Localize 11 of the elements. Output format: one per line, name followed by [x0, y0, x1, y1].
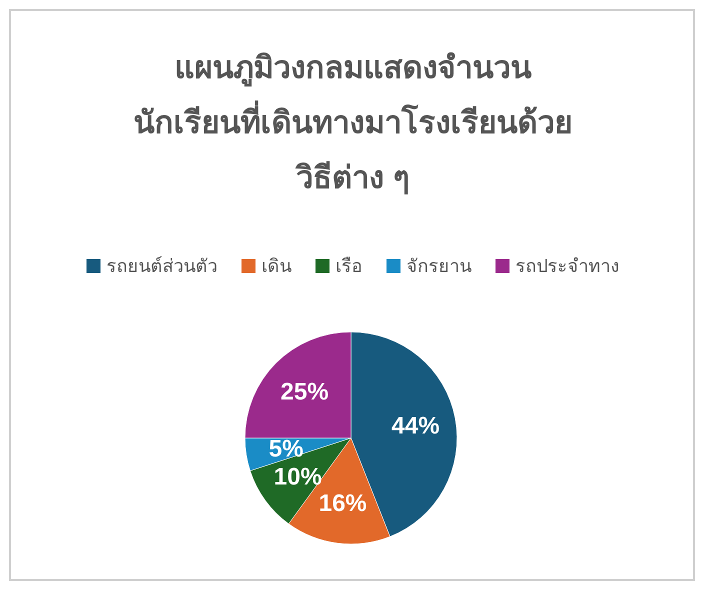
data-label: 44%	[392, 412, 440, 440]
data-label: 25%	[280, 378, 329, 406]
legend-label: จักรยาน	[406, 256, 472, 276]
data-label: 5%	[268, 435, 304, 462]
legend-label: เรือ	[336, 256, 362, 276]
data-label: 16%	[318, 490, 367, 518]
chart-title: แผนภูมิวงกลมแสดงจำนวน นักเรียนที่เดินทางมาโรงเรียนด้วย วิธีต่าง ๆ	[134, 50, 572, 195]
legend-label: รถประจำทาง	[516, 256, 620, 276]
data-label: 10%	[274, 464, 322, 491]
legend-label: รถยนต์ส่วนตัว	[106, 256, 218, 276]
legend-label: เดิน	[262, 256, 292, 276]
